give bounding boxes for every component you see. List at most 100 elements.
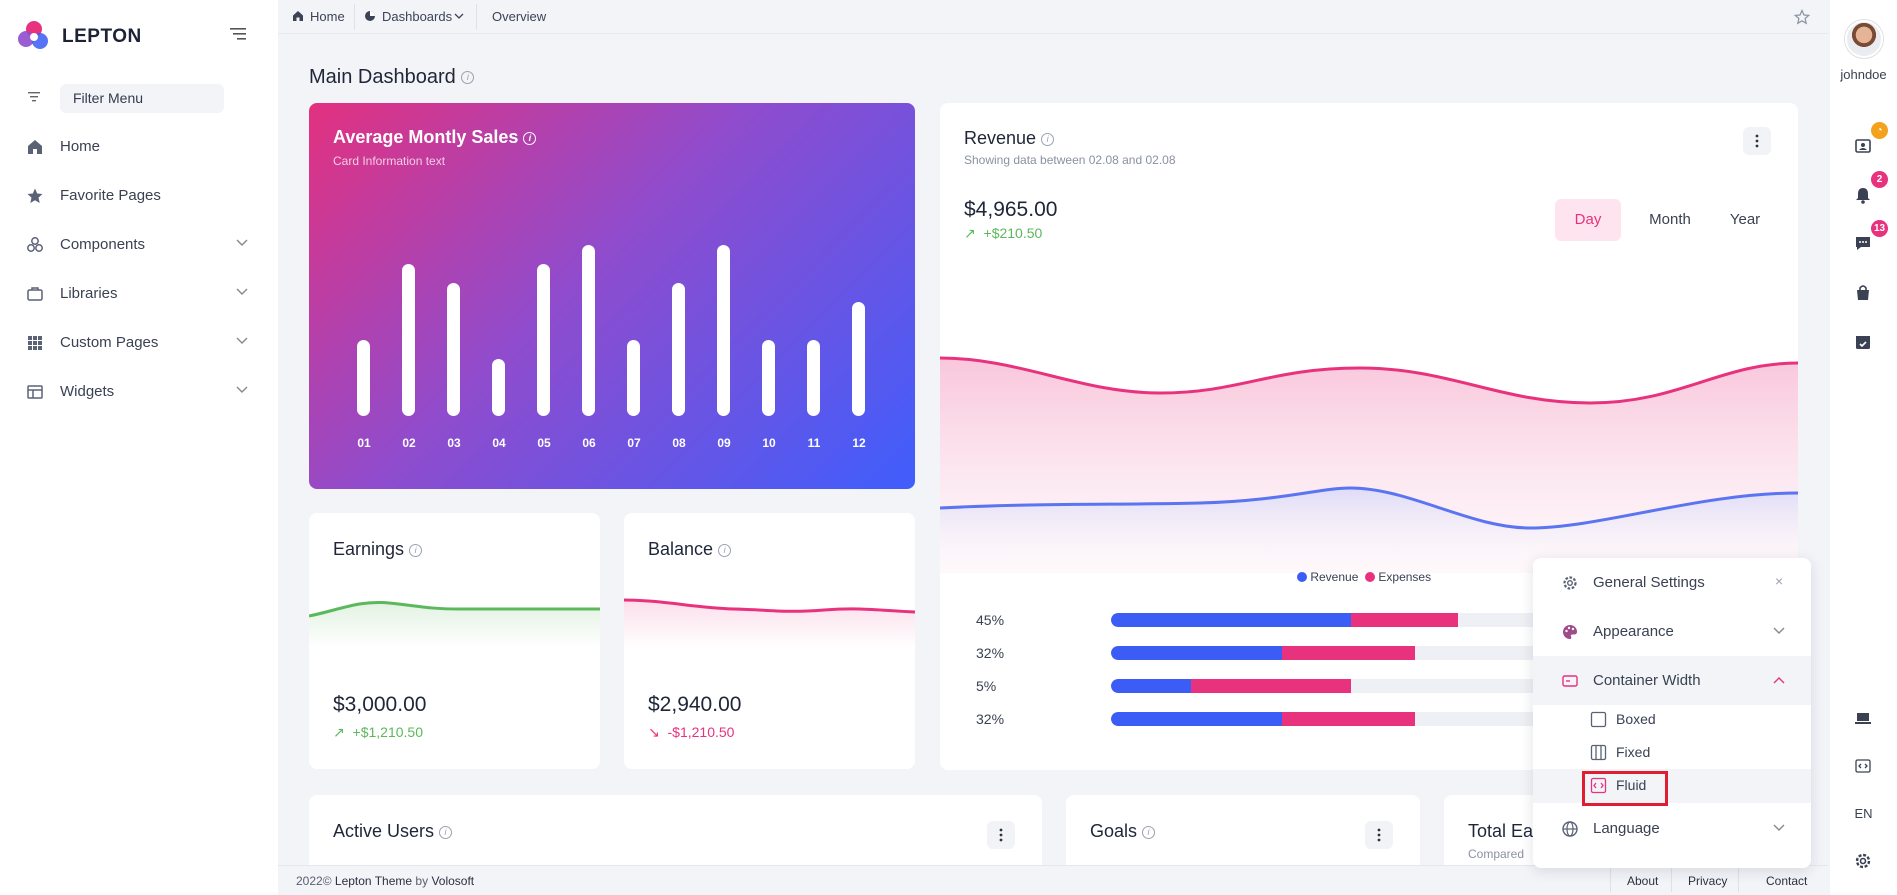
footer-contact-link[interactable]: Contact bbox=[1766, 874, 1808, 888]
gear-icon bbox=[1563, 576, 1577, 590]
sidebar-item-components[interactable]: Components bbox=[0, 221, 278, 269]
language-switch[interactable]: EN bbox=[1854, 806, 1873, 821]
chevron-down-icon bbox=[236, 337, 248, 344]
settings-language-label: Language bbox=[1593, 820, 1660, 837]
sales-card-title: Average Montly Sales i bbox=[333, 127, 537, 148]
sidebar-item-libraries[interactable]: Libraries bbox=[0, 270, 278, 318]
settings-container-width[interactable]: Container Width bbox=[1533, 656, 1811, 705]
revenue-menu-button[interactable] bbox=[1743, 127, 1771, 155]
footer-theme-link[interactable]: Lepton Theme bbox=[334, 874, 413, 888]
footer-separator bbox=[1671, 868, 1672, 892]
sidebar: LEPTON Filter Menu Home Favorite Pages C… bbox=[0, 0, 278, 895]
contact-card-icon[interactable] bbox=[1853, 136, 1873, 156]
revenue-subtitle: Showing data between 02.08 and 02.08 bbox=[964, 153, 1176, 167]
sales-bar-label: 11 bbox=[807, 436, 821, 450]
sidebar-item-label: Custom Pages bbox=[60, 334, 159, 351]
menu-collapse-icon[interactable] bbox=[228, 26, 248, 42]
footer-by: by bbox=[415, 874, 429, 888]
brand-name: LEPTON bbox=[62, 26, 142, 47]
sales-bar-03 bbox=[447, 283, 460, 416]
active-users-menu-button[interactable] bbox=[987, 821, 1015, 849]
shopping-bag-icon[interactable] bbox=[1853, 283, 1873, 303]
settings-appearance-label: Appearance bbox=[1593, 623, 1674, 640]
bell-icon[interactable] bbox=[1853, 185, 1873, 205]
footer-about-link[interactable]: About bbox=[1627, 874, 1659, 888]
earnings-change-value: +$1,210.50 bbox=[352, 724, 423, 740]
sales-bar-label: 12 bbox=[852, 436, 866, 450]
footer-separator bbox=[1610, 868, 1611, 892]
tab-day[interactable]: Day bbox=[1555, 199, 1621, 241]
active-users-title: Active Users i bbox=[333, 821, 453, 842]
sidebar-item-custom-pages[interactable]: Custom Pages bbox=[0, 319, 278, 367]
goals-card: Goals i bbox=[1066, 795, 1420, 875]
sales-title-text: Average Montly Sales bbox=[333, 127, 519, 147]
info-icon[interactable]: i bbox=[1142, 825, 1156, 839]
progress-label: 5% bbox=[976, 678, 997, 694]
info-icon[interactable]: i bbox=[409, 543, 423, 557]
sales-bar-07 bbox=[627, 340, 640, 416]
chevron-down-icon bbox=[454, 13, 464, 19]
fixed-icon bbox=[1590, 744, 1607, 761]
expenses-line bbox=[940, 356, 1798, 405]
chat-icon[interactable] bbox=[1853, 233, 1873, 253]
grid-icon bbox=[28, 336, 42, 350]
info-icon[interactable]: i bbox=[718, 543, 732, 557]
breadcrumb-overview: Overview bbox=[492, 9, 547, 24]
settings-language[interactable]: Language bbox=[1533, 804, 1811, 853]
components-icon bbox=[27, 237, 43, 252]
calendar-check-icon[interactable] bbox=[1853, 332, 1873, 352]
fluid-icon bbox=[1590, 777, 1607, 794]
filter-menu-input[interactable]: Filter Menu bbox=[60, 84, 224, 113]
star-outline-icon[interactable] bbox=[1794, 9, 1810, 25]
footer-company-link[interactable]: Volosoft bbox=[431, 874, 475, 888]
sidebar-item-favorite-pages[interactable]: Favorite Pages bbox=[0, 172, 278, 220]
footer-year: 2022© bbox=[296, 874, 332, 888]
info-icon[interactable]: i bbox=[461, 71, 475, 85]
sales-bar-label: 04 bbox=[492, 436, 506, 450]
tab-month[interactable]: Month bbox=[1649, 211, 1691, 228]
settings-container-width-label: Container Width bbox=[1593, 672, 1701, 689]
sales-bar-12 bbox=[852, 302, 865, 416]
gear-icon[interactable] bbox=[1853, 851, 1873, 871]
breadcrumb-home[interactable]: Home bbox=[310, 9, 345, 24]
option-fluid-highlight bbox=[1582, 771, 1668, 806]
chevron-down-icon bbox=[236, 288, 248, 295]
filter-icon bbox=[28, 92, 40, 102]
info-icon[interactable]: i bbox=[523, 131, 537, 145]
breadcrumb-dashboards[interactable]: Dashboards bbox=[382, 9, 453, 24]
info-icon[interactable]: i bbox=[1041, 132, 1055, 146]
average-sales-card: Average Montly Sales i Card Information … bbox=[309, 103, 915, 489]
sidebar-item-home[interactable]: Home bbox=[0, 123, 278, 171]
earnings-amount: $3,000.00 bbox=[333, 693, 427, 716]
revenue-area bbox=[940, 488, 1798, 573]
legend-dot-revenue bbox=[1297, 572, 1307, 582]
progress-expenses-segment bbox=[1281, 712, 1415, 726]
settings-general-label: General Settings bbox=[1593, 574, 1705, 591]
goals-menu-button[interactable] bbox=[1365, 821, 1393, 849]
code-icon[interactable] bbox=[1853, 756, 1873, 776]
total-earnings-subtitle: Compared bbox=[1468, 847, 1525, 861]
lepton-logo-icon[interactable] bbox=[18, 19, 50, 53]
home-icon bbox=[28, 140, 42, 154]
earnings-sparkline bbox=[309, 600, 600, 648]
arrow-up-right-icon: ↗ bbox=[333, 724, 345, 740]
footer-privacy-link[interactable]: Privacy bbox=[1688, 874, 1728, 888]
sidebar-item-widgets[interactable]: Widgets bbox=[0, 368, 278, 416]
info-icon[interactable]: i bbox=[439, 825, 453, 839]
progress-expenses-segment bbox=[1350, 613, 1458, 627]
username: johndoe bbox=[1840, 67, 1887, 82]
progress-label: 45% bbox=[976, 612, 1005, 628]
progress-revenue-segment bbox=[1111, 646, 1282, 660]
laptop-icon[interactable] bbox=[1853, 708, 1873, 728]
sales-bar-label: 07 bbox=[627, 436, 641, 450]
close-icon[interactable]: × bbox=[1775, 573, 1784, 589]
more-vertical-icon bbox=[1377, 828, 1381, 842]
settings-appearance[interactable]: Appearance bbox=[1533, 607, 1811, 656]
active-users-title-text: Active Users bbox=[333, 821, 435, 841]
balance-title-text: Balance bbox=[648, 539, 714, 559]
tab-year[interactable]: Year bbox=[1729, 211, 1761, 228]
avatar[interactable] bbox=[1845, 20, 1883, 58]
chart-legend: Revenue Expenses bbox=[1297, 570, 1431, 584]
breadcrumb: Home Dashboards Overview bbox=[278, 0, 1828, 34]
sales-bar-06 bbox=[582, 245, 595, 416]
